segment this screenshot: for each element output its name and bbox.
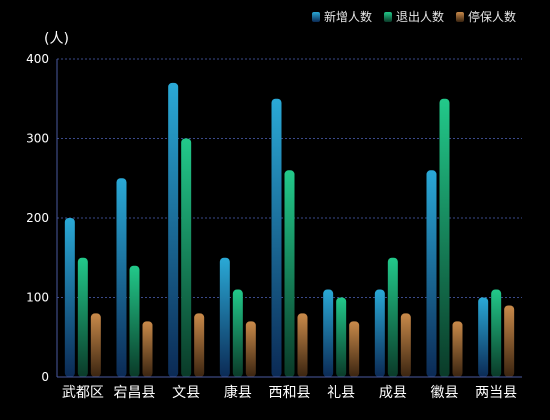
legend-swatch-exit xyxy=(383,11,392,22)
chart-legend: 新增人数 退出人数 停保人数 xyxy=(311,8,516,25)
bar-suspend[interactable] xyxy=(90,313,101,377)
bar-exit[interactable] xyxy=(491,289,502,377)
bar-new[interactable] xyxy=(426,170,437,377)
y-axis-unit-label: (人) xyxy=(44,31,69,47)
legend-label-new: 新增人数 xyxy=(323,10,372,24)
bar-new[interactable] xyxy=(271,98,282,377)
y-tick-label: 300 xyxy=(26,132,49,146)
y-tick-label: 400 xyxy=(26,52,49,66)
x-tick-label: 两当县 xyxy=(475,385,517,401)
bar-new[interactable] xyxy=(219,257,230,377)
legend-item-exit[interactable]: 退出人数 xyxy=(383,8,444,25)
x-tick-label: 西和县 xyxy=(269,385,311,401)
legend-item-suspend[interactable]: 停保人数 xyxy=(455,8,516,25)
y-tick-label: 100 xyxy=(26,291,49,305)
bar-new[interactable] xyxy=(374,289,385,377)
x-tick-label: 武都区 xyxy=(62,385,104,401)
bar-suspend[interactable] xyxy=(194,313,205,377)
bar-suspend[interactable] xyxy=(245,321,256,377)
bar-exit[interactable] xyxy=(129,265,140,377)
legend-label-exit: 退出人数 xyxy=(395,10,444,24)
bar-new[interactable] xyxy=(168,82,179,377)
bar-new[interactable] xyxy=(64,218,75,377)
x-tick-label: 徽县 xyxy=(431,385,459,401)
bar-exit[interactable] xyxy=(232,289,243,377)
x-tick-label: 礼县 xyxy=(327,385,355,401)
bar-new[interactable] xyxy=(478,297,489,378)
x-tick-labels: 武都区 宕昌县 文县 康县 西和县 礼县 成县 徽县 两当县 xyxy=(62,384,517,401)
bar-exit[interactable] xyxy=(336,297,347,378)
x-tick-label: 成县 xyxy=(379,385,407,401)
bar-suspend[interactable] xyxy=(297,313,308,377)
y-tick-label: 0 xyxy=(41,370,49,384)
bar-exit[interactable] xyxy=(439,98,450,377)
bar-suspend[interactable] xyxy=(400,313,411,377)
y-tick-labels: 0 100 200 300 400 xyxy=(26,52,49,384)
bar-suspend[interactable] xyxy=(452,321,463,377)
bar-new[interactable] xyxy=(116,178,127,377)
x-tick-label: 康县 xyxy=(224,384,252,401)
bar-suspend[interactable] xyxy=(504,305,515,377)
bar-exit[interactable] xyxy=(387,257,398,377)
legend-label-suspend: 停保人数 xyxy=(467,10,516,24)
bar-exit[interactable] xyxy=(284,170,295,377)
bars xyxy=(64,82,515,378)
x-tick-label: 文县 xyxy=(172,385,200,401)
bar-suspend[interactable] xyxy=(142,321,153,377)
legend-item-new[interactable]: 新增人数 xyxy=(311,8,372,25)
bar-new[interactable] xyxy=(323,289,334,377)
legend-swatch-new xyxy=(311,11,320,22)
legend-swatch-suspend xyxy=(455,11,464,22)
y-tick-label: 200 xyxy=(26,211,49,225)
bar-exit[interactable] xyxy=(77,257,88,377)
x-tick-label: 宕昌县 xyxy=(114,385,156,401)
bar-suspend[interactable] xyxy=(349,321,360,377)
bar-exit[interactable] xyxy=(181,138,192,378)
